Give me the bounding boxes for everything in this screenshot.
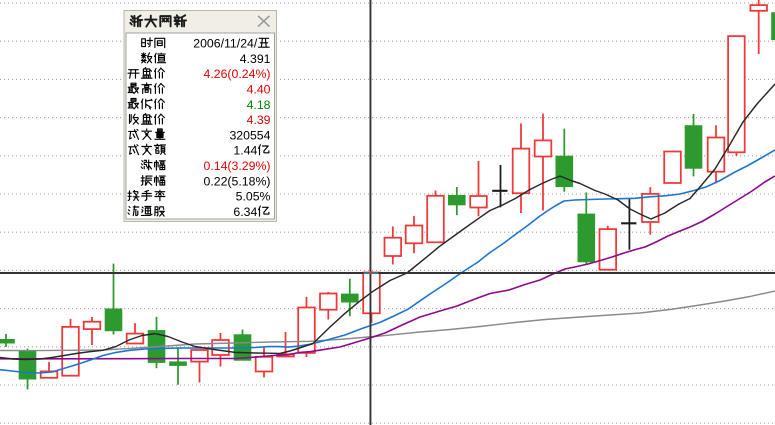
svg-text:320554: 320554 bbox=[229, 128, 270, 142]
svg-text:4.40: 4.40 bbox=[247, 82, 271, 96]
svg-text:0.22(5.18%): 0.22(5.18%) bbox=[204, 174, 271, 188]
svg-text:4.26(0.24%): 4.26(0.24%) bbox=[204, 67, 271, 81]
svg-text:4.18: 4.18 bbox=[247, 98, 271, 112]
svg-text:4.39: 4.39 bbox=[247, 113, 271, 127]
svg-text:5.05%: 5.05% bbox=[236, 190, 271, 204]
svg-text:4.391: 4.391 bbox=[240, 52, 271, 66]
svg-text:1.44: 1.44 bbox=[233, 144, 257, 158]
svg-text:0.14(3.29%): 0.14(3.29%) bbox=[204, 159, 271, 173]
svg-text:6.34: 6.34 bbox=[233, 205, 257, 219]
svg-text:2006/11/24/: 2006/11/24/ bbox=[193, 37, 258, 51]
